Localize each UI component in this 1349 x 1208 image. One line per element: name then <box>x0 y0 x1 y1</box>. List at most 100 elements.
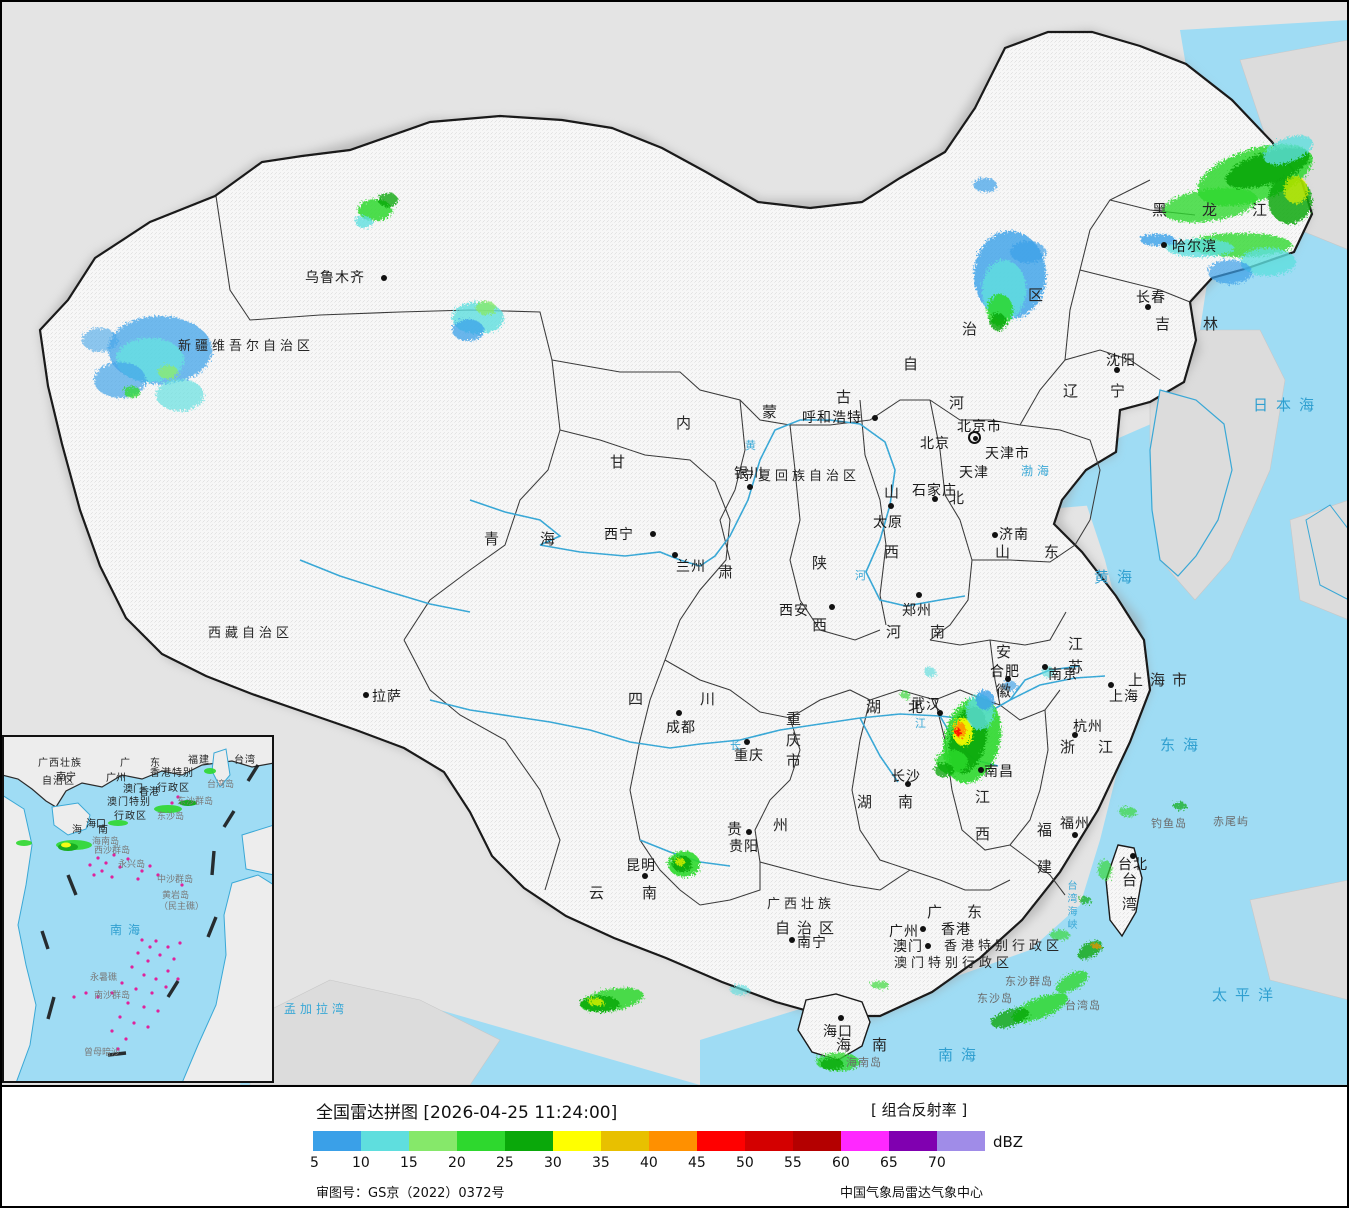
city-dot <box>789 937 795 943</box>
inset-island-label: 东沙群岛 <box>177 797 214 807</box>
sea-label: 东海 <box>1160 736 1207 754</box>
province-label: 云 <box>589 884 612 902</box>
city-label: 西安 <box>779 603 809 619</box>
radar-reflectivity-layer <box>82 135 1313 1071</box>
province-label: 河 <box>886 623 909 641</box>
dbz-swatch-35 <box>601 1131 649 1151</box>
dbz-swatch-65 <box>889 1131 937 1151</box>
city-dot <box>920 926 926 932</box>
province-label: 肃 <box>718 563 741 581</box>
dbz-swatch-60 <box>841 1131 889 1151</box>
city-label: 武汉 <box>911 697 941 713</box>
sea-label: 黄海 <box>1094 568 1141 586</box>
radar-map-panel[interactable]: 新疆维吾尔自治区 西藏自治区青海甘肃内蒙古宁夏回族自治区陕西山西河北山东河南安徽江… <box>0 0 1349 1085</box>
city-label: 长沙 <box>891 769 921 785</box>
dbz-tick-10: 10 <box>352 1155 370 1171</box>
city-dot <box>829 604 835 610</box>
city-dot <box>1072 732 1078 738</box>
city-label: 兰州 <box>676 559 706 575</box>
city-label: 哈尔滨 <box>1172 239 1217 255</box>
sea-label: 渤海 <box>1021 464 1054 478</box>
city-label: 重庆 <box>734 748 764 764</box>
island-label: 台湾岛 <box>1065 999 1101 1012</box>
dbz-tick-labels: 5 10 15 20 25 30 35 40 45 50 55 60 65 70 <box>310 1155 1013 1171</box>
city-label: 北京市 <box>957 419 1002 435</box>
city-dot <box>932 496 938 502</box>
inset-province-label: 澳门特别 <box>107 797 151 808</box>
province-label: 宁 <box>1110 382 1133 400</box>
province-label: 州 <box>773 816 796 834</box>
inset-province-label: 东 <box>150 758 161 769</box>
dbz-swatch-70 <box>937 1131 985 1151</box>
province-label: 台 <box>1122 871 1145 889</box>
inset-province-label: 广西壮族 <box>38 758 82 769</box>
dbz-tick-40: 40 <box>640 1155 658 1171</box>
province-label: 东 <box>1044 543 1067 561</box>
inset-city-label: 广州 <box>106 773 126 784</box>
dbz-tick-60: 60 <box>832 1155 850 1171</box>
dbz-tick-45: 45 <box>688 1155 706 1171</box>
dbz-swatch-30 <box>553 1131 601 1151</box>
province-label: 蒙 <box>762 403 785 421</box>
city-dot <box>838 1015 844 1021</box>
dbz-tick-65: 65 <box>880 1155 898 1171</box>
city-label: 杭州 <box>1073 719 1103 735</box>
dbz-swatch-55 <box>793 1131 841 1151</box>
province-label: 南 <box>642 884 665 902</box>
issuing-organization: 中国气象局雷达气象中心 <box>840 1186 984 1201</box>
province-label: 陕 <box>812 554 835 572</box>
city-dot <box>1145 304 1151 310</box>
province-label: 黑 <box>1152 201 1175 219</box>
inset-sea-label: 南海 <box>110 923 147 937</box>
city-dot <box>1114 367 1120 373</box>
city-dot <box>978 767 984 773</box>
inset-province-label: 自治区 <box>42 776 75 787</box>
city-label: 石家庄 <box>912 483 957 499</box>
inset-province-label: 行政区 <box>114 811 147 822</box>
province-label: 新疆维吾尔自治区 <box>178 339 315 354</box>
city-label: 沈阳 <box>1106 353 1136 369</box>
dbz-tick-70: 70 <box>928 1155 946 1171</box>
province-label: 湾 <box>1122 895 1145 913</box>
city-label: 拉萨 <box>372 689 402 705</box>
map-approval-number: 审图号：GS京（2022）0372号 <box>316 1186 505 1201</box>
island-label: 钓鱼岛 <box>1151 817 1187 830</box>
inset-island-label: 永兴岛 <box>118 860 146 870</box>
dbz-swatch-45 <box>697 1131 745 1151</box>
province-label: 自治区 <box>775 919 842 937</box>
province-label: 河 <box>949 394 972 412</box>
city-dot <box>1072 832 1078 838</box>
province-label: 南 <box>872 1036 895 1054</box>
province-label: 江 <box>1098 738 1121 756</box>
inset-island-label: 西沙群岛 <box>94 846 131 856</box>
inset-city-label: 南宁 <box>56 772 76 783</box>
province-label: 南 <box>930 623 953 641</box>
city-dot <box>642 873 648 879</box>
river-label: 河 <box>855 569 868 582</box>
dbz-swatch-50 <box>745 1131 793 1151</box>
city-dot <box>937 710 943 716</box>
inset-province-label: 香港特别 <box>150 768 194 779</box>
city-dot <box>1042 664 1048 670</box>
dbz-unit-label: dBZ <box>993 1133 1024 1151</box>
inset-province-label: 福建 <box>188 755 210 766</box>
city-dot <box>672 552 678 558</box>
city-label: 济南 <box>999 527 1029 543</box>
dbz-color-bar <box>313 1131 985 1151</box>
province-label: 江 <box>1252 201 1275 219</box>
dbz-swatch-25 <box>505 1131 553 1151</box>
city-label: 台北 <box>1118 857 1148 873</box>
south-china-sea-inset-map[interactable]: 广西壮族 自治区广东福建 台湾 香港特别 行政区 澳门特别 行政区海南南宁 广州 海口 澳门 香港台… <box>2 735 274 1083</box>
city-dot <box>381 275 387 281</box>
dbz-swatch-20 <box>457 1131 505 1151</box>
province-label: 贵 <box>727 820 750 838</box>
province-label: 甘 <box>610 453 633 471</box>
sea-label: 台湾海峡 <box>1065 880 1076 932</box>
island-label: 东沙岛 <box>977 992 1013 1005</box>
dbz-swatch-15 <box>409 1131 457 1151</box>
city-label: 香港 <box>941 922 971 938</box>
province-label: 北 <box>949 489 972 507</box>
province-label: 庆 <box>786 731 809 749</box>
city-dot <box>1161 242 1167 248</box>
